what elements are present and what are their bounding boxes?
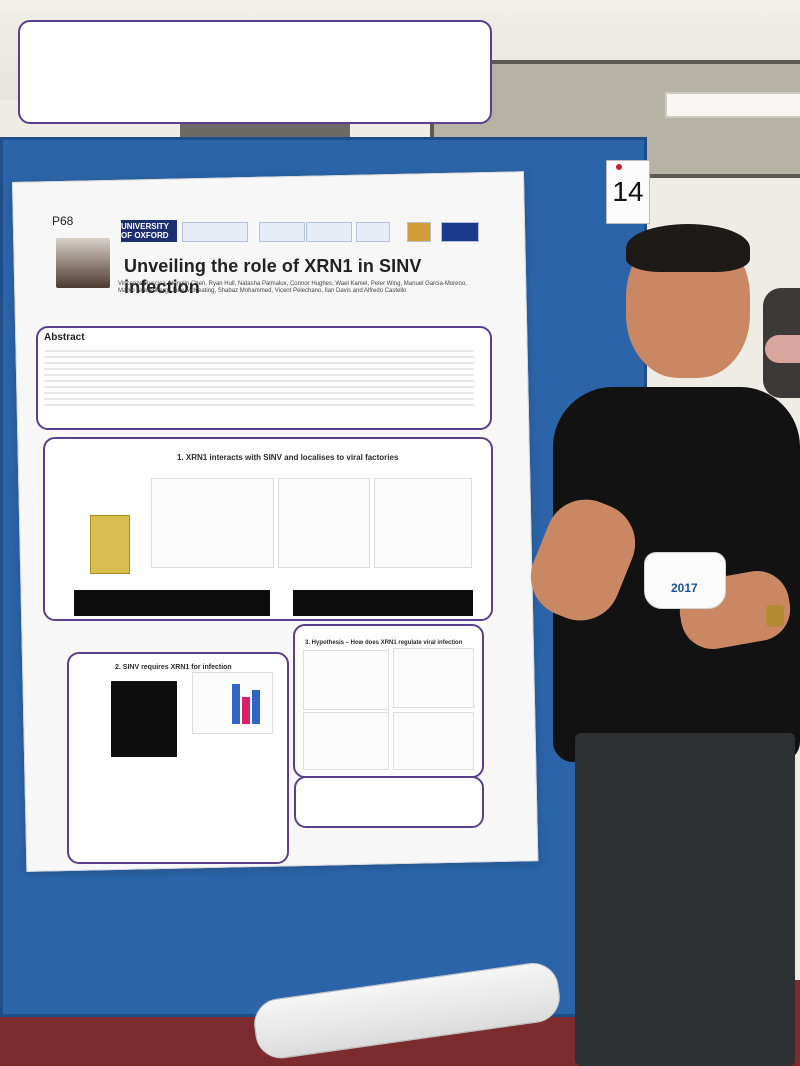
bar-2: [242, 697, 250, 724]
bar-3: [252, 690, 260, 724]
gel-image: [90, 515, 130, 574]
microscopy-grid: [111, 681, 177, 757]
mrc-logo: [259, 222, 305, 242]
hair: [626, 224, 750, 272]
biochemistry-logo: [182, 222, 248, 242]
bar-1: [232, 684, 240, 724]
hypothesis-panel-3: [303, 712, 389, 770]
section-3-title: 3. Hypothesis – How does XRN1 regulate v…: [305, 640, 463, 646]
colorful-logo: [407, 222, 431, 242]
abstract-title: Abstract: [44, 332, 85, 343]
abstract-text-lines: [44, 350, 474, 410]
section-2-title: 2. SINV requires XRN1 for infection: [115, 664, 232, 671]
hypothesis-panel-1: [303, 650, 389, 710]
oxford-logo: UNIVERSITY OF OXFORD: [121, 220, 177, 242]
hypothesis-panel-4: [393, 712, 474, 770]
eu-logo: [441, 222, 479, 242]
ceiling-light: [665, 92, 800, 118]
poster-id: P68: [52, 214, 74, 228]
glasgow-logo: [306, 222, 352, 242]
board-number-tag: 14: [606, 160, 650, 224]
wristwatch: [766, 605, 784, 627]
infected-plot: [278, 478, 370, 568]
red-pin: [616, 164, 622, 170]
coffee-mug: [644, 552, 726, 609]
smfish-panel: [293, 590, 473, 616]
immunofluorescence-panel: [74, 590, 270, 616]
hypothesis-panel-2: [393, 648, 474, 708]
references-box: [294, 776, 484, 828]
face-mask: [765, 335, 800, 363]
section-1-title: 1. XRN1 interacts with SINV and localise…: [177, 453, 399, 462]
dark-pants: [575, 733, 795, 1066]
poster-authors: Vincenzo Ruscica, Honglin Chen, Ryan Hul…: [118, 281, 467, 294]
mug-text: 2017: [671, 581, 698, 595]
proteome-plot: [151, 478, 274, 568]
presenter-photo: [56, 238, 110, 288]
rna-capture-plot: [374, 478, 472, 568]
poster-title: Unveiling the role of XRN1 in SINV infec…: [124, 256, 422, 297]
poster-header-box: [18, 20, 492, 124]
cvr-logo: [356, 222, 390, 242]
